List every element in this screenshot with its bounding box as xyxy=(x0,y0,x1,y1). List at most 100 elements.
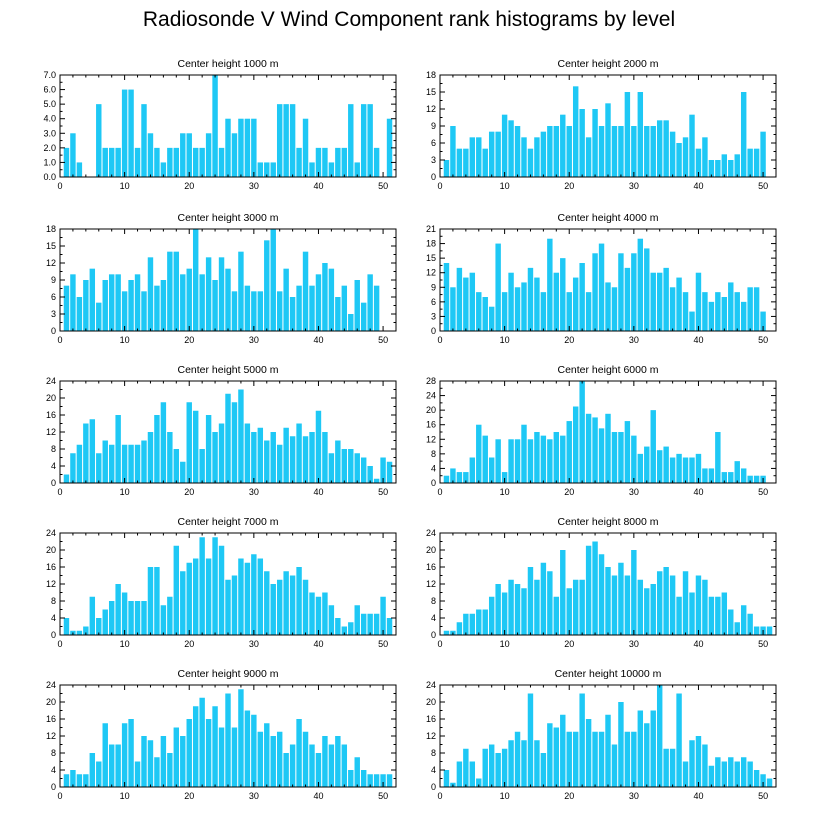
histogram-bar xyxy=(676,693,682,787)
y-tick-label: 9 xyxy=(51,275,56,285)
y-tick-label: 15 xyxy=(426,87,436,97)
histogram-bar xyxy=(218,423,225,483)
histogram-bar xyxy=(605,714,611,787)
histogram-bar xyxy=(585,137,592,177)
histogram-bar xyxy=(205,719,212,787)
histogram-bar xyxy=(96,618,102,635)
histogram-bar xyxy=(134,274,141,331)
y-tick-label: 9 xyxy=(431,282,436,292)
histogram-bar xyxy=(134,147,141,177)
histogram-bar xyxy=(644,446,650,483)
histogram-bar xyxy=(605,567,611,635)
histogram-bar xyxy=(302,118,309,177)
histogram-bar xyxy=(728,609,734,635)
histogram-bar xyxy=(540,562,547,635)
histogram-bar xyxy=(251,714,257,787)
y-tick-label: 20 xyxy=(46,545,56,555)
histogram-bar xyxy=(276,579,283,635)
x-tick-label: 10 xyxy=(500,335,510,345)
histogram-bar xyxy=(192,558,199,635)
histogram-bar xyxy=(96,761,102,787)
histogram-bar xyxy=(108,601,115,635)
histogram-bar xyxy=(367,104,373,177)
histogram-bar xyxy=(456,472,463,483)
histogram-bar xyxy=(167,147,173,177)
histogram-bar xyxy=(715,292,721,331)
histogram-bar xyxy=(734,461,740,483)
histogram-bar xyxy=(328,162,335,177)
y-tick-label: 12 xyxy=(426,104,436,114)
y-tick-label: 3 xyxy=(431,155,436,165)
y-tick-label: 24 xyxy=(426,391,436,401)
histogram-bar xyxy=(296,567,302,635)
histogram-bar xyxy=(618,253,624,331)
histogram-bar xyxy=(289,297,296,331)
histogram-bar xyxy=(702,744,708,787)
histogram-bar xyxy=(121,291,128,331)
histogram-bar xyxy=(579,109,585,177)
histogram-bar xyxy=(753,770,760,787)
x-tick-label: 20 xyxy=(564,335,574,345)
histogram-bar xyxy=(644,723,650,787)
histogram-bar xyxy=(508,579,514,635)
histogram-bar xyxy=(386,774,393,787)
histogram-bar xyxy=(476,778,482,787)
x-tick-label: 20 xyxy=(184,181,194,191)
histogram-bar xyxy=(367,774,373,787)
y-tick-label: 6 xyxy=(431,297,436,307)
histogram-bar xyxy=(463,148,469,177)
histogram-bar xyxy=(708,468,715,483)
y-tick-label: 20 xyxy=(426,405,436,415)
y-tick-label: 24 xyxy=(426,528,436,538)
histogram-bar xyxy=(225,268,231,331)
histogram-bar xyxy=(322,147,328,177)
histogram-bar xyxy=(463,613,469,635)
y-tick-label: 12 xyxy=(426,268,436,278)
histogram-bar xyxy=(514,439,521,483)
histogram-bar xyxy=(585,545,592,635)
y-tick-label: 18 xyxy=(426,239,436,249)
histogram-bar xyxy=(167,432,173,483)
histogram-bar xyxy=(585,292,592,331)
histogram-bar xyxy=(656,120,663,177)
histogram-bar xyxy=(199,697,205,787)
histogram-bar xyxy=(476,292,482,331)
y-tick-label: 16 xyxy=(426,714,436,724)
histogram-bar xyxy=(488,306,495,331)
histogram-bar xyxy=(231,575,238,635)
panel-title: Center height 7000 m xyxy=(178,516,279,528)
y-tick-label: 3 xyxy=(51,309,56,319)
figure-title: Radiosonde V Wind Component rank histogr… xyxy=(142,8,676,31)
histogram-bar xyxy=(663,748,669,787)
x-tick-label: 20 xyxy=(564,487,574,497)
y-tick-label: 4 xyxy=(51,765,56,775)
histogram-bar xyxy=(154,757,160,787)
histogram-bar xyxy=(63,474,70,483)
histogram-bar xyxy=(380,457,386,483)
x-tick-label: 50 xyxy=(378,791,388,801)
histogram-bar xyxy=(566,421,572,483)
histogram-bar xyxy=(482,748,488,787)
histogram-bar xyxy=(283,571,289,635)
histogram-bar xyxy=(276,444,283,483)
histogram-bar xyxy=(341,285,348,331)
histogram-bar xyxy=(115,274,121,331)
histogram-bar xyxy=(766,778,773,787)
histogram-bar xyxy=(76,774,83,787)
histogram-bar xyxy=(521,740,527,787)
y-tick-label: 2.0 xyxy=(43,143,56,153)
histogram-bar xyxy=(335,297,341,331)
histogram-bar xyxy=(656,685,663,787)
histogram-bar xyxy=(456,267,463,331)
histogram-bar xyxy=(270,229,276,331)
histogram-bar xyxy=(495,243,501,331)
y-tick-label: 8 xyxy=(51,748,56,758)
histogram-bar xyxy=(373,774,380,787)
histogram-bar xyxy=(734,292,740,331)
histogram-bar xyxy=(488,131,495,177)
histogram-bar xyxy=(721,761,728,787)
y-tick-label: 4 xyxy=(431,463,436,473)
histogram-bar xyxy=(309,592,315,635)
histogram-bar xyxy=(579,381,585,483)
histogram-bar xyxy=(70,453,76,483)
